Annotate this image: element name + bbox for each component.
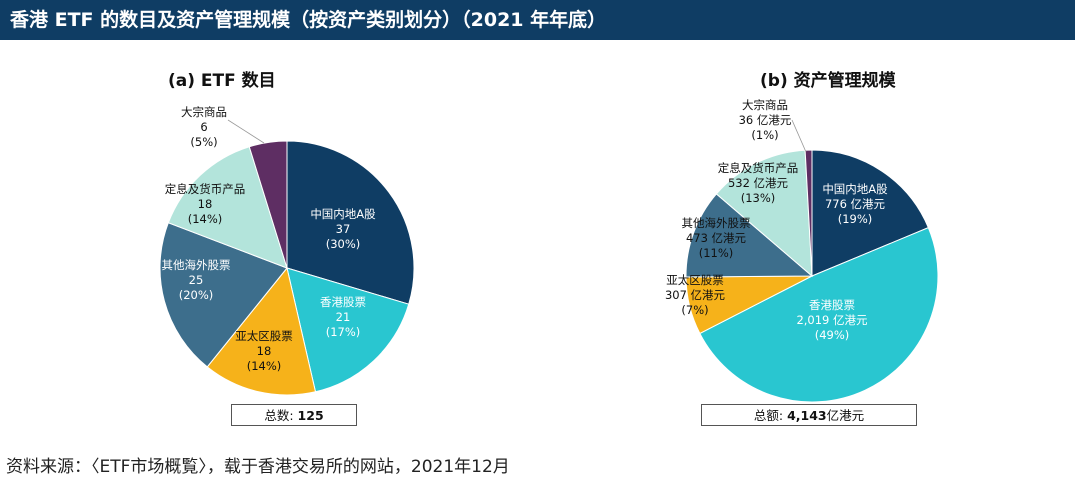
pie-b-value-label-mainland-a-shares: 776 亿港元	[825, 197, 886, 211]
pie-b-pct-label-mainland-a-shares: (19%)	[838, 212, 873, 226]
pie-b-value-label-fixed-income-money-market: 532 亿港元	[728, 176, 789, 190]
pie-a-leader-commodities	[227, 119, 265, 144]
pie-a-pct-label-mainland-a-shares: (30%)	[326, 237, 361, 251]
pie-a-slice-hk-equities	[286, 267, 410, 393]
chart-a-title: (a) ETF 数目	[168, 71, 276, 91]
page-title: 香港 ETF 的数目及资产管理规模（按资产类别划分）（2021 年年底）	[0, 0, 1075, 40]
pie-b-pct-label-hk-equities: (49%)	[815, 328, 850, 342]
pie-a-slice-other-overseas-equities	[159, 222, 288, 368]
total-aum-label: 总额:	[753, 408, 788, 423]
pie-a-pct-label-hk-equities: (17%)	[326, 325, 361, 339]
pie-b-slice-fixed-income-money-market	[715, 149, 813, 278]
source-note: 资料来源：〈ETF市场概覧〉，载于香港交易所的网站，2021年12月	[6, 457, 510, 477]
pie-a-pct-label-commodities: (5%)	[190, 135, 217, 149]
pie-b-leader-commodities	[791, 119, 807, 153]
total-aum-box: 总额: 4,143亿港元	[701, 404, 917, 426]
pie-a-name-label-commodities: 大宗商品	[181, 105, 227, 119]
pie-a-value-label-commodities: 6	[200, 120, 207, 134]
chart-b-title: (b) 资产管理规模	[760, 71, 896, 91]
pie-a-slice-mainland-a-shares	[286, 140, 415, 305]
pie-b-pct-label-asia-pacific-equities: (7%)	[681, 303, 708, 317]
pie-a-slice-asia-pacific-equities	[206, 266, 317, 396]
pie-b-name-label-other-overseas-equities: 其他海外股票	[682, 216, 751, 230]
pie-b-value-label-commodities: 36 亿港元	[739, 113, 792, 127]
pie-b-pct-label-other-overseas-equities: (11%)	[699, 246, 734, 260]
pie-b-pct-label-fixed-income-money-market: (13%)	[741, 191, 776, 205]
pie-b-name-label-hk-equities: 香港股票	[809, 298, 855, 312]
pie-a-name-label-fixed-income-money-market: 定息及货币产品	[165, 182, 246, 196]
pie-a-name-label-mainland-a-shares: 中国内地A股	[310, 207, 376, 221]
pie-a-slice-fixed-income-money-market	[167, 146, 288, 269]
pie-a-name-label-asia-pacific-equities: 亚太区股票	[235, 329, 293, 343]
pie-b-slice-hk-equities	[699, 226, 939, 403]
total-count-value: 125	[297, 408, 324, 423]
total-aum-value: 4,143	[787, 408, 827, 423]
pie-b-pct-label-commodities: (1%)	[751, 128, 778, 142]
pie-b-slice-mainland-a-shares	[811, 149, 930, 277]
total-aum-unit: 亿港元	[826, 408, 865, 423]
pie-a-pct-label-asia-pacific-equities: (14%)	[247, 359, 282, 373]
pie-a-name-label-other-overseas-equities: 其他海外股票	[162, 258, 231, 272]
pie-chart-a: 中国内地A股37(30%)香港股票21(17%)亚太区股票18(14%)其他海外…	[159, 105, 415, 396]
total-count-label: 总数:	[264, 408, 298, 423]
pie-b-value-label-asia-pacific-equities: 307 亿港元	[665, 288, 726, 302]
pie-a-value-label-mainland-a-shares: 37	[336, 222, 351, 236]
pie-b-name-label-commodities: 大宗商品	[742, 98, 788, 112]
pie-a-value-label-hk-equities: 21	[336, 310, 351, 324]
pie-a-value-label-asia-pacific-equities: 18	[257, 344, 272, 358]
pie-a-name-label-hk-equities: 香港股票	[320, 295, 366, 309]
pie-b-name-label-asia-pacific-equities: 亚太区股票	[666, 273, 724, 287]
pie-a-value-label-fixed-income-money-market: 18	[198, 197, 213, 211]
pie-b-name-label-fixed-income-money-market: 定息及货币产品	[718, 161, 799, 175]
pie-b-value-label-hk-equities: 2,019 亿港元	[796, 313, 868, 327]
pie-b-value-label-other-overseas-equities: 473 亿港元	[686, 231, 747, 245]
pie-a-value-label-other-overseas-equities: 25	[189, 273, 204, 287]
pie-a-pct-label-fixed-income-money-market: (14%)	[188, 212, 223, 226]
pie-a-slice-commodities	[248, 140, 288, 269]
pie-a-pct-label-other-overseas-equities: (20%)	[179, 288, 214, 302]
pie-b-name-label-mainland-a-shares: 中国内地A股	[822, 182, 888, 196]
total-count-box: 总数: 125	[231, 404, 357, 426]
pie-b-slice-other-overseas-equities	[685, 193, 814, 278]
